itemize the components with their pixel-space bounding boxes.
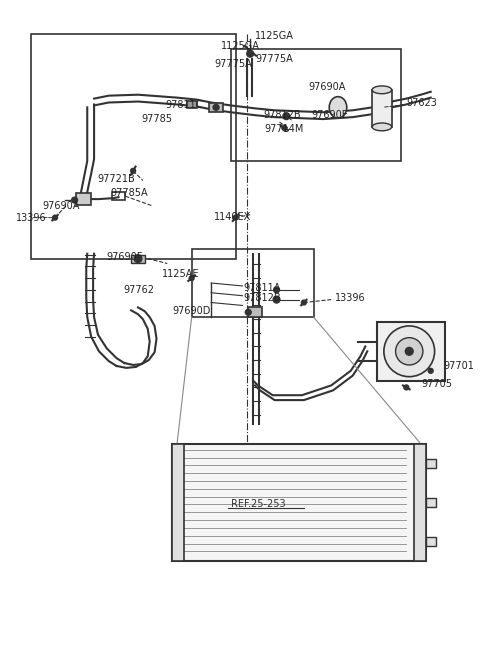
Circle shape <box>233 215 238 220</box>
Circle shape <box>247 50 253 57</box>
Circle shape <box>72 197 77 203</box>
Circle shape <box>245 309 251 315</box>
Text: 97775A: 97775A <box>214 60 252 69</box>
Text: 1140EX: 1140EX <box>214 212 252 222</box>
Circle shape <box>301 300 306 305</box>
Text: 97714M: 97714M <box>265 124 304 134</box>
Text: 97701: 97701 <box>444 361 474 371</box>
Text: 97785: 97785 <box>141 114 172 124</box>
Text: 97690A: 97690A <box>309 82 346 92</box>
Text: 97762: 97762 <box>123 285 155 295</box>
Text: 97690D: 97690D <box>173 306 211 316</box>
Circle shape <box>405 347 413 355</box>
Circle shape <box>134 255 142 263</box>
Bar <box>172 444 426 561</box>
Bar <box>426 537 435 547</box>
Text: REF.25-253: REF.25-253 <box>231 499 285 509</box>
Text: 97690A: 97690A <box>42 201 80 211</box>
Text: 97811C: 97811C <box>166 100 204 111</box>
Text: 1125AE: 1125AE <box>162 269 200 280</box>
Ellipse shape <box>372 86 392 94</box>
Text: 97721B: 97721B <box>97 173 135 184</box>
Bar <box>372 90 392 127</box>
Text: 97785A: 97785A <box>111 188 148 198</box>
Text: 13396: 13396 <box>16 213 47 223</box>
Circle shape <box>396 338 423 365</box>
Text: 97812B: 97812B <box>263 110 300 120</box>
Text: 97705: 97705 <box>421 378 452 388</box>
Bar <box>31 34 236 259</box>
Text: 97811A: 97811A <box>243 283 281 293</box>
Circle shape <box>283 113 290 120</box>
Text: 97775A: 97775A <box>255 54 293 63</box>
Bar <box>112 192 125 200</box>
Text: 97623: 97623 <box>406 98 437 109</box>
Bar <box>426 459 435 468</box>
Circle shape <box>384 326 434 377</box>
Ellipse shape <box>372 123 392 131</box>
Ellipse shape <box>329 96 347 118</box>
Bar <box>192 249 313 317</box>
Circle shape <box>282 126 287 130</box>
Text: 97690E: 97690E <box>312 110 348 120</box>
Bar <box>377 322 445 380</box>
Circle shape <box>274 287 279 292</box>
Circle shape <box>189 276 194 281</box>
Circle shape <box>428 368 433 373</box>
Text: 97812B: 97812B <box>243 292 281 303</box>
Circle shape <box>404 385 409 390</box>
Text: 1125GA: 1125GA <box>255 31 294 41</box>
Bar <box>248 307 262 317</box>
Bar <box>187 100 196 108</box>
Circle shape <box>273 296 280 303</box>
Bar <box>75 193 91 205</box>
Circle shape <box>53 215 58 220</box>
Circle shape <box>213 104 219 110</box>
Text: 13396: 13396 <box>335 292 366 303</box>
Text: 1125GA: 1125GA <box>221 41 260 51</box>
Bar <box>426 498 435 507</box>
Circle shape <box>131 168 135 173</box>
Bar <box>131 255 145 263</box>
Bar <box>172 444 184 561</box>
Bar <box>414 444 426 561</box>
Text: 97690F: 97690F <box>107 252 143 261</box>
Bar <box>231 49 401 161</box>
Bar <box>209 102 223 113</box>
